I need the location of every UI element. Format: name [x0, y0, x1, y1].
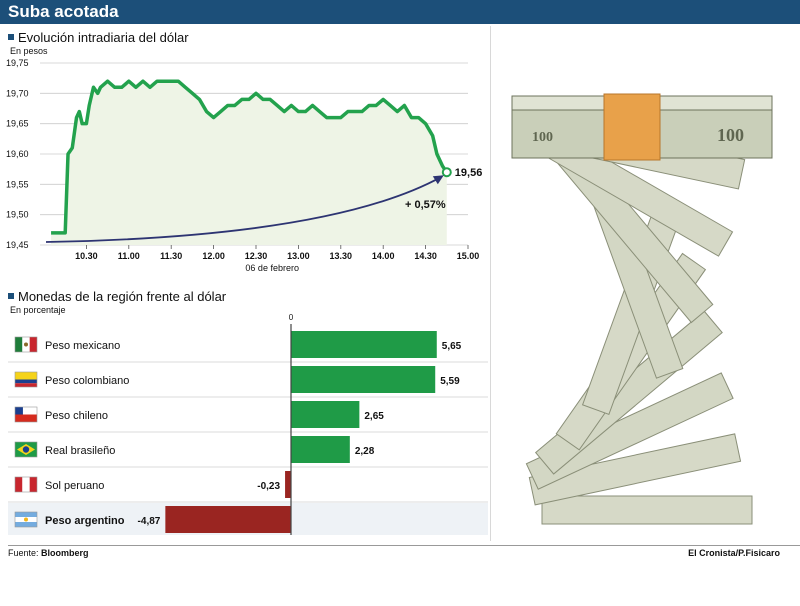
- section-square-icon: [8, 34, 14, 40]
- line-title-text: Evolución intradiaria del dólar: [18, 30, 189, 45]
- x-tick-label: 10.30: [75, 251, 98, 261]
- zero-label: 0: [289, 313, 294, 322]
- bar-title-text: Monedas de la región frente al dólar: [18, 289, 227, 304]
- trend-arrow: [45, 176, 442, 243]
- value-label: -0,23: [257, 481, 280, 492]
- category-label: Peso colombiano: [45, 375, 129, 387]
- dollar-bills-spiral-icon: 100 100: [511, 93, 773, 525]
- value-label: -4,87: [138, 516, 161, 527]
- category-label: Peso mexicano: [45, 340, 120, 352]
- flag-border: [14, 336, 38, 353]
- flag-band: [29, 337, 37, 352]
- svg-text:100: 100: [532, 130, 553, 145]
- x-tick-label: 11.00: [118, 251, 140, 261]
- bills-stack: 100 100: [511, 93, 773, 525]
- value-label: 2,28: [355, 446, 375, 457]
- x-tick-label: 12.30: [245, 251, 268, 261]
- category-label: Real brasileño: [45, 445, 115, 457]
- y-tick-label: 19,55: [6, 179, 29, 189]
- last-value-label: 19,56: [455, 167, 483, 179]
- change-annotation: + 0,57%: [405, 199, 446, 211]
- x-axis-label: 06 de febrero: [245, 263, 299, 273]
- value-label: 5,65: [442, 341, 462, 352]
- flag-border: [14, 371, 38, 388]
- mexico-flag-icon: [14, 336, 38, 353]
- x-tick-label: 14.00: [372, 251, 395, 261]
- last-point-marker: [441, 167, 452, 178]
- flag-band: [22, 477, 30, 492]
- flag-band: [15, 512, 37, 517]
- flag-band: [15, 414, 37, 422]
- flag-border: [14, 406, 38, 423]
- flag-border: [14, 476, 38, 493]
- footer-credit: El Cronista/P.Fisicaro: [688, 548, 780, 558]
- bar-unit: En porcentaje: [10, 305, 66, 315]
- x-tick-label: 13.00: [287, 251, 310, 261]
- flag-band: [15, 383, 37, 387]
- source-label: Fuente:: [8, 548, 39, 558]
- currency-bar-chart: 0 Peso mexicano 5,65 Peso colombiano 5,59 Pes…: [8, 313, 488, 535]
- category-label: Peso argentino: [45, 515, 125, 527]
- flag-band: [15, 337, 23, 352]
- value-label: 2,65: [364, 411, 384, 422]
- y-tick-label: 19,50: [6, 210, 29, 220]
- brazil-flag-icon: [14, 441, 38, 458]
- flag-emblem: [24, 342, 28, 347]
- footer-source: Fuente: Bloomberg: [8, 548, 89, 558]
- divider: [490, 26, 491, 541]
- dollar-series-line: [51, 79, 449, 235]
- arrow-head: [432, 175, 444, 185]
- y-tick-label: 19,60: [6, 149, 29, 159]
- x-tick-label: 12.00: [202, 251, 225, 261]
- page-title: Suba acotada: [8, 2, 119, 21]
- bar: [291, 401, 360, 428]
- section-square-icon: [8, 293, 14, 299]
- value-label: 5,59: [440, 376, 460, 387]
- flag-band: [15, 407, 23, 415]
- source-name: Bloomberg: [41, 548, 89, 558]
- bar: [285, 471, 291, 498]
- colombia-flag-icon: [14, 371, 38, 388]
- bar: [291, 366, 436, 393]
- flag-band: [15, 407, 37, 415]
- area-fill: [51, 81, 447, 245]
- flag-band: [15, 372, 37, 380]
- flag-band: [15, 379, 37, 384]
- flag-band: [29, 477, 37, 492]
- footer-rule: [8, 545, 800, 546]
- flag-circle: [22, 446, 30, 453]
- bar-section-title: Monedas de la región frente al dólar: [8, 289, 226, 304]
- chile-flag-icon: [14, 406, 38, 423]
- line-unit: En pesos: [10, 46, 48, 56]
- header-bar: Suba acotada: [0, 0, 800, 24]
- y-tick-label: 19,65: [6, 119, 29, 129]
- x-tick-label: 11.30: [160, 251, 182, 261]
- x-tick-label: 14.30: [414, 251, 437, 261]
- x-tick-label: 13.30: [330, 251, 353, 261]
- flag-border: [14, 511, 38, 528]
- flag-sun: [24, 517, 28, 522]
- bar: [291, 331, 437, 358]
- bar: [291, 436, 350, 463]
- y-tick-label: 19,75: [6, 58, 29, 68]
- intraday-line-chart: 19,45 19,50 19,55 19,60 19,65 19,70 19,75 10.30…: [6, 58, 483, 273]
- x-tick-label: 15.00: [457, 251, 480, 261]
- flag-band: [15, 477, 23, 492]
- bar: [165, 506, 291, 533]
- argentina-flag-icon: [14, 511, 38, 528]
- peru-flag-icon: [14, 476, 38, 493]
- y-tick-label: 19,45: [6, 240, 29, 250]
- line-section-title: Evolución intradiaria del dólar: [8, 30, 189, 45]
- category-label: Peso chileno: [45, 410, 108, 422]
- y-tick-label: 19,70: [6, 88, 29, 98]
- flag-border: [14, 441, 38, 458]
- flag-band: [15, 522, 37, 527]
- category-label: Sol peruano: [45, 480, 104, 492]
- svg-text:100: 100: [717, 125, 744, 145]
